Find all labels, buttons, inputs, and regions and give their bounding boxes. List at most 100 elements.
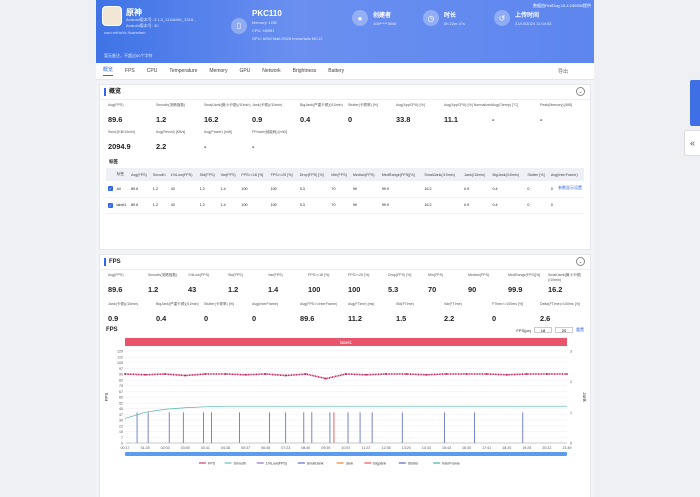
fps-chart[interactable]: label10715223037455260677582909710511212… <box>101 337 591 469</box>
column-header[interactable]: Drop(FPS) [%] <box>297 168 330 181</box>
tab-cpu[interactable]: CPU <box>146 68 158 74</box>
metric-label: Peak(Memory) [MB] <box>540 103 572 107</box>
column-header[interactable]: FPS>=25 [%] <box>268 168 298 181</box>
metric: Avg(FPS) 89.6 <box>108 273 148 294</box>
table-row[interactable]: ✓ label1 89.6 1.2 43 1.2 1.4 100 100 5.3 70 90 99.9 1… <box>106 197 584 214</box>
device-cpu: CPU: H8961 <box>252 28 275 33</box>
overview-card: 概览 ⌄ Avg(FPS) 89.6 Smooth(流畅指数) 1.2 SmallJan… <box>99 84 591 250</box>
checkbox-checked-icon[interactable]: ✓ <box>108 202 113 208</box>
collapse-icon[interactable]: ⌄ <box>576 257 585 266</box>
metric-value: - <box>540 115 543 124</box>
tab-gpu[interactable]: GPU <box>239 68 251 74</box>
metric: Avg(FPS) 89.6 <box>108 103 156 124</box>
table-cell: 1.2 <box>150 181 169 198</box>
column-header[interactable]: Var(FPS) <box>218 168 240 181</box>
select-all-checkbox[interactable] <box>106 168 115 181</box>
timeline-scrollbar[interactable] <box>125 452 567 456</box>
side-feedback-button[interactable] <box>690 80 700 126</box>
column-header[interactable]: FPS>=18 [%] <box>239 168 269 181</box>
tab-memory[interactable]: Memory <box>209 68 228 74</box>
column-header[interactable]: Stutter [%] <box>525 168 549 181</box>
metric-label: Stutter(卡顿率) [%] <box>348 103 378 107</box>
metric-value: 33.8 <box>396 115 411 124</box>
legend-label[interactable]: 1%Low(FPS) <box>266 462 287 466</box>
creator-value: 108*****3646 <box>373 21 397 26</box>
metric-value: 100 <box>308 285 321 294</box>
metric-value: 0.4 <box>300 115 311 124</box>
app-version: Android版本号: 3.1.0_11116861_3315... <box>126 17 197 22</box>
column-header[interactable]: Std(FPS) <box>197 168 219 181</box>
range-min-input[interactable] <box>534 327 552 333</box>
tab-battery[interactable]: Battery <box>328 68 345 74</box>
x-tick-label: 03:41 <box>201 446 210 450</box>
table-cell: 0 <box>548 181 584 198</box>
legend-label[interactable]: InterFrame <box>442 462 460 466</box>
column-header[interactable]: Min(FPS) <box>329 168 351 181</box>
fps-range: FPS(px) 重置 <box>516 327 584 333</box>
fps-point <box>264 373 267 375</box>
range-max-input[interactable] <box>555 327 573 333</box>
column-header[interactable]: BigJank(/10min) <box>490 168 526 181</box>
export-button[interactable]: 导出 <box>557 68 568 75</box>
column-header[interactable]: Avg(FPS) <box>128 168 151 181</box>
y-tick-label: 120 <box>117 350 123 354</box>
legend-label[interactable]: FPS <box>208 462 216 466</box>
metric: Avg(FTime) [ms] 11.2 <box>348 302 396 323</box>
metric-value: 90 <box>468 285 477 294</box>
fps-card: FPS ⌄ Avg(FPS) 89.6 Smooth(流畅指数) 1.2 1%Low(F… <box>99 254 591 497</box>
x-tick-label: 04:38 <box>221 446 230 450</box>
legend-label[interactable]: BigJank <box>373 462 386 466</box>
table-cell: 5.3 <box>297 181 330 198</box>
column-header[interactable]: Median(FPS) <box>350 168 380 181</box>
reset-button[interactable]: 重置 <box>576 327 584 332</box>
metric-value: 0.9 <box>252 115 263 124</box>
column-header[interactable]: 1%Low(FPS) <box>168 168 198 181</box>
y-tick-label: 37 <box>119 413 123 417</box>
fps-point <box>184 374 187 377</box>
legend-label[interactable]: Jank <box>346 462 354 466</box>
y2-tick-label: 2 <box>570 380 572 384</box>
column-header[interactable]: SmallJank(/10min) <box>422 168 463 181</box>
tab-temperature[interactable]: Temperature <box>169 68 198 74</box>
column-header[interactable]: MedRange(FPS)[%] <box>379 168 423 181</box>
metric-value: 100 <box>348 285 361 294</box>
row-checkbox[interactable]: ✓ <box>106 197 115 214</box>
collapse-icon[interactable]: ⌄ <box>576 87 585 96</box>
column-header[interactable]: 标签 <box>114 168 129 181</box>
legend-label[interactable]: Stutter <box>408 462 419 466</box>
x-tick-label: 17:41 <box>482 446 491 450</box>
upload-value: 21/10/2024 11:04:03 <box>515 21 552 26</box>
param-settings-link[interactable]: 参数显示设置 <box>558 185 582 190</box>
app-name: 原神 <box>126 8 142 17</box>
y-tick-label: 30 <box>119 419 123 423</box>
column-header[interactable]: Avg(InterFrame) <box>548 168 584 181</box>
metric: Send [KB/10min] 2094.9 <box>108 130 156 151</box>
perfdog-version: 数据由PerfDog 10.4.240930提供 <box>532 3 591 8</box>
legend-label[interactable]: Smooth <box>234 462 246 466</box>
x-tick-label: 02:03 <box>161 446 170 450</box>
fps-point <box>325 377 327 380</box>
checkbox-checked-icon[interactable]: ✓ <box>108 186 113 192</box>
metric: Drop(FPS) [%] 5.3 <box>388 273 428 294</box>
collapse-panel-icon[interactable]: « <box>684 130 700 156</box>
tab-network[interactable]: Network <box>262 68 281 74</box>
x-tick-label: 10:57 <box>342 446 351 450</box>
y2-axis-label: Jank <box>582 392 587 402</box>
upload-title: 上传时间 <box>515 13 540 19</box>
tab-overview[interactable]: 概览 <box>103 66 114 76</box>
report-note[interactable]: 暂无备注，不超过60个字符 <box>104 53 153 58</box>
tab-fps[interactable]: FPS <box>125 68 135 74</box>
column-header[interactable]: Smooth <box>150 168 169 181</box>
row-checkbox[interactable]: ✓ <box>106 181 115 198</box>
chart-title: FPS <box>106 327 118 333</box>
table-row[interactable]: ✓ All 89.6 1.2 43 1.2 1.4 100 100 5.3 70 90 99.9 16.2… <box>106 181 584 198</box>
table-cell: 0 <box>525 181 549 198</box>
table-cell: 70 <box>329 197 351 214</box>
table-cell: 1.2 <box>197 197 219 214</box>
x-tick-label: 21:49 <box>563 446 572 450</box>
tab-brightness[interactable]: Brightness <box>292 68 317 74</box>
metric: Var(FTime) 2.2 <box>444 302 492 323</box>
column-header[interactable]: Jank(/10min) <box>462 168 491 181</box>
legend-label[interactable]: SmallJank <box>307 462 324 466</box>
fps-point <box>244 373 247 376</box>
